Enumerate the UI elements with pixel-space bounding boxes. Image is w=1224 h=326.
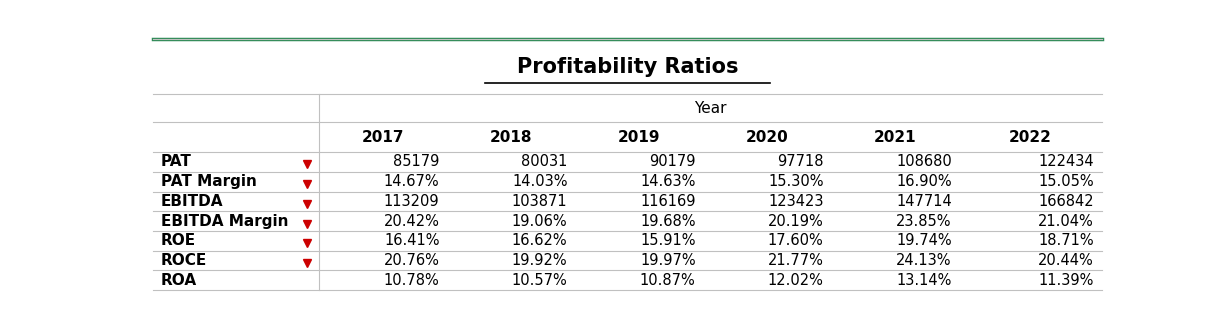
Text: PAT Margin: PAT Margin (160, 174, 257, 189)
Text: 21.77%: 21.77% (767, 253, 824, 268)
Text: 108680: 108680 (896, 155, 952, 170)
Text: 19.74%: 19.74% (896, 233, 952, 248)
Text: 85179: 85179 (393, 155, 439, 170)
Text: 113209: 113209 (384, 194, 439, 209)
Text: ROCE: ROCE (160, 253, 207, 268)
Text: 13.14%: 13.14% (896, 273, 952, 288)
Text: Profitability Ratios: Profitability Ratios (517, 57, 738, 77)
Text: 16.90%: 16.90% (896, 174, 952, 189)
Text: 2020: 2020 (745, 129, 788, 144)
Text: 10.87%: 10.87% (640, 273, 695, 288)
Text: 19.68%: 19.68% (640, 214, 695, 229)
Text: 122434: 122434 (1038, 155, 1094, 170)
Text: 20.44%: 20.44% (1038, 253, 1094, 268)
Text: 80031: 80031 (521, 155, 568, 170)
Text: 21.04%: 21.04% (1038, 214, 1094, 229)
Text: 10.57%: 10.57% (512, 273, 568, 288)
Text: 20.19%: 20.19% (767, 214, 824, 229)
Text: 116169: 116169 (640, 194, 695, 209)
Text: 14.03%: 14.03% (512, 174, 568, 189)
Text: 15.30%: 15.30% (769, 174, 824, 189)
Text: 17.60%: 17.60% (767, 233, 824, 248)
Text: 2017: 2017 (362, 129, 404, 144)
Text: 19.97%: 19.97% (640, 253, 695, 268)
Text: 14.63%: 14.63% (640, 174, 695, 189)
Text: ROA: ROA (160, 273, 197, 288)
Text: 2021: 2021 (874, 129, 917, 144)
Text: 20.42%: 20.42% (383, 214, 439, 229)
Text: 14.67%: 14.67% (384, 174, 439, 189)
Text: 103871: 103871 (512, 194, 568, 209)
Text: EBITDA: EBITDA (160, 194, 223, 209)
Text: 147714: 147714 (896, 194, 952, 209)
Text: 2018: 2018 (490, 129, 532, 144)
Text: 11.39%: 11.39% (1039, 273, 1094, 288)
Text: 12.02%: 12.02% (767, 273, 824, 288)
Text: 16.41%: 16.41% (384, 233, 439, 248)
Text: 15.05%: 15.05% (1038, 174, 1094, 189)
Text: 10.78%: 10.78% (384, 273, 439, 288)
Text: Year: Year (694, 101, 727, 116)
Text: 23.85%: 23.85% (896, 214, 952, 229)
Text: 20.76%: 20.76% (383, 253, 439, 268)
Text: PAT: PAT (160, 155, 191, 170)
Text: 2019: 2019 (618, 129, 661, 144)
Text: 90179: 90179 (649, 155, 695, 170)
Text: 123423: 123423 (769, 194, 824, 209)
Text: 97718: 97718 (777, 155, 824, 170)
Text: 24.13%: 24.13% (896, 253, 952, 268)
Text: 15.91%: 15.91% (640, 233, 695, 248)
Text: 19.06%: 19.06% (512, 214, 568, 229)
Text: ROE: ROE (160, 233, 196, 248)
Text: 18.71%: 18.71% (1038, 233, 1094, 248)
Text: 16.62%: 16.62% (512, 233, 568, 248)
Text: 166842: 166842 (1038, 194, 1094, 209)
Text: 19.92%: 19.92% (512, 253, 568, 268)
Text: EBITDA Margin: EBITDA Margin (160, 214, 288, 229)
Text: 2022: 2022 (1009, 129, 1051, 144)
